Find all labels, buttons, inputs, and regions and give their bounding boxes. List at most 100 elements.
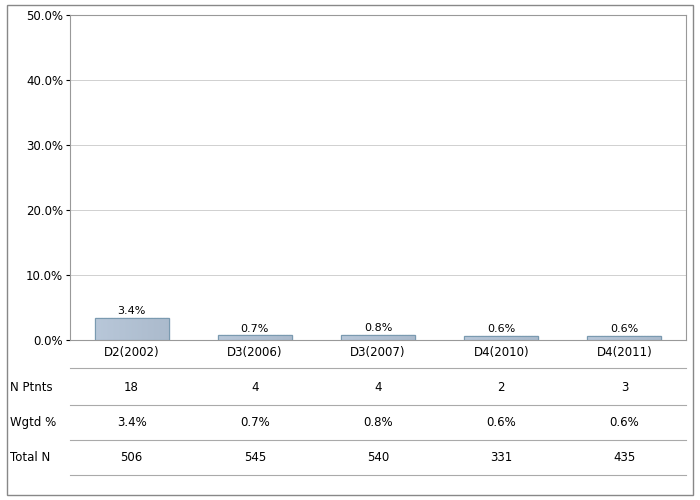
Bar: [536, 336, 537, 340]
Bar: [356, 335, 357, 340]
Bar: [360, 335, 362, 340]
Bar: [473, 336, 475, 340]
Bar: [118, 318, 120, 340]
Bar: [532, 336, 533, 340]
Bar: [279, 336, 280, 340]
Bar: [598, 336, 599, 340]
Bar: [648, 336, 650, 340]
Bar: [218, 336, 292, 340]
Bar: [587, 336, 589, 340]
Bar: [602, 336, 603, 340]
Bar: [630, 336, 632, 340]
Bar: [219, 336, 220, 340]
Bar: [287, 336, 289, 340]
Bar: [228, 336, 230, 340]
Bar: [158, 318, 160, 340]
Bar: [595, 336, 596, 340]
Bar: [655, 336, 657, 340]
Text: 4: 4: [251, 381, 258, 394]
Bar: [651, 336, 652, 340]
Bar: [227, 336, 228, 340]
Bar: [166, 318, 167, 340]
Bar: [121, 318, 122, 340]
Bar: [482, 336, 484, 340]
Bar: [145, 318, 146, 340]
Bar: [240, 336, 241, 340]
Text: 0.6%: 0.6%: [610, 416, 639, 429]
Bar: [606, 336, 607, 340]
Text: Total N: Total N: [10, 451, 50, 464]
Text: N Ptnts: N Ptnts: [10, 381, 53, 394]
Bar: [517, 336, 519, 340]
Bar: [619, 336, 620, 340]
Bar: [365, 335, 366, 340]
Bar: [390, 335, 391, 340]
Bar: [414, 335, 415, 340]
Bar: [268, 336, 270, 340]
Bar: [484, 336, 485, 340]
Bar: [99, 318, 101, 340]
Bar: [101, 318, 102, 340]
Bar: [234, 336, 236, 340]
Bar: [537, 336, 538, 340]
Bar: [153, 318, 154, 340]
Bar: [249, 336, 251, 340]
Text: 18: 18: [124, 381, 139, 394]
Bar: [341, 335, 342, 340]
Bar: [357, 335, 359, 340]
Bar: [412, 335, 414, 340]
Bar: [491, 336, 492, 340]
Bar: [129, 318, 130, 340]
Bar: [114, 318, 116, 340]
Bar: [505, 336, 507, 340]
Bar: [378, 335, 379, 340]
Bar: [489, 336, 491, 340]
Bar: [224, 336, 225, 340]
Bar: [407, 335, 409, 340]
Bar: [640, 336, 642, 340]
Text: 0.8%: 0.8%: [364, 323, 392, 333]
Text: 331: 331: [490, 451, 512, 464]
Bar: [485, 336, 486, 340]
Bar: [256, 336, 258, 340]
Bar: [522, 336, 524, 340]
Text: 0.6%: 0.6%: [610, 324, 638, 334]
Bar: [237, 336, 239, 340]
Bar: [472, 336, 473, 340]
Text: 4: 4: [374, 381, 382, 394]
Bar: [120, 318, 121, 340]
Bar: [599, 336, 601, 340]
Bar: [409, 335, 410, 340]
Bar: [353, 335, 354, 340]
Bar: [347, 335, 349, 340]
Bar: [528, 336, 529, 340]
Bar: [286, 336, 287, 340]
Bar: [397, 335, 399, 340]
Bar: [350, 335, 351, 340]
Bar: [247, 336, 249, 340]
Bar: [400, 335, 402, 340]
Bar: [270, 336, 271, 340]
Bar: [368, 335, 369, 340]
Bar: [130, 318, 132, 340]
Bar: [405, 335, 406, 340]
Bar: [620, 336, 622, 340]
Bar: [265, 336, 267, 340]
Bar: [475, 336, 476, 340]
Bar: [108, 318, 109, 340]
Bar: [354, 335, 356, 340]
Bar: [381, 335, 382, 340]
Text: 0.7%: 0.7%: [240, 416, 270, 429]
Bar: [139, 318, 141, 340]
Bar: [137, 318, 139, 340]
Bar: [477, 336, 479, 340]
Bar: [126, 318, 127, 340]
Bar: [96, 318, 97, 340]
Bar: [614, 336, 615, 340]
Bar: [253, 336, 255, 340]
Bar: [410, 335, 412, 340]
Bar: [497, 336, 498, 340]
Bar: [377, 335, 378, 340]
Bar: [264, 336, 265, 340]
Bar: [594, 336, 595, 340]
